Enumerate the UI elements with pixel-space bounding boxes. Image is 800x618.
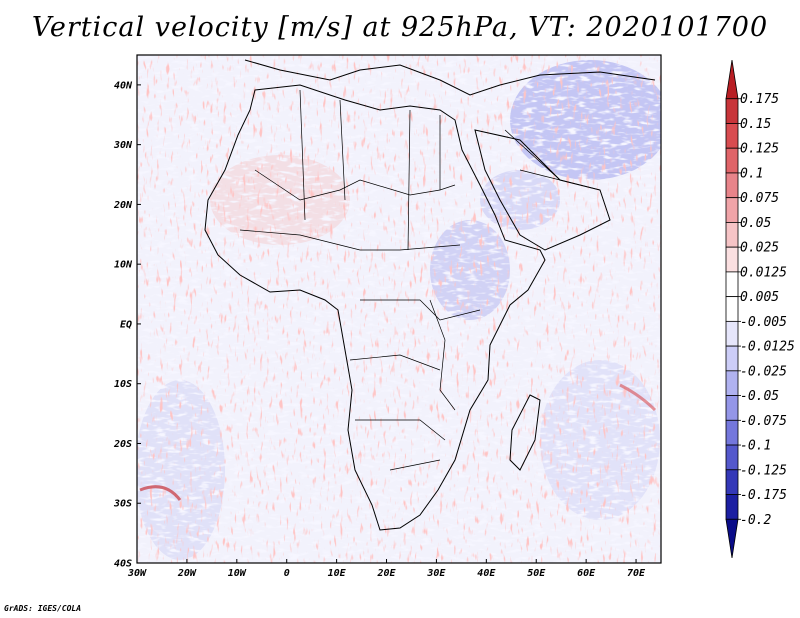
colorbar-swatch [725,271,739,298]
colorbar-arrow-bottom [725,518,739,559]
coastlines [204,59,656,531]
colorbar-label: 0.125 [740,142,779,157]
lat-tick-label: 30S [113,499,132,510]
colorbar-swatch [725,494,739,520]
latitude-axis: 40N 30N 20N 10N EQ 10S 20S 30S 40S [113,80,141,570]
colorbar: 0.175 0.15 0.125 0.1 0.075 0.05 0.025 0.0125 0.0… [725,59,795,559]
grads-credit: GrADS: IGES/COLA [4,604,82,613]
colorbar-label: 0.005 [740,290,779,305]
lat-tick-label: 40S [114,559,132,570]
colorbar-swatch [725,147,739,174]
colorbar-label: 0.025 [740,241,779,256]
lat-tick-label: 30N [113,140,133,151]
colorbar-swatch [725,469,739,495]
colorbar-swatch [725,123,739,149]
map-title: Vertical velocity [m/s] at 925hPa, VT: 2… [31,12,769,43]
lat-tick-label: 40N [114,80,133,91]
madagascar-outline [509,394,541,471]
lat-tick-label: 20N [113,200,133,211]
colorbar-arrow-top [725,59,739,100]
country-borders [239,89,601,471]
lon-tick-label: 30W [127,568,147,579]
colorbar-label: -0.125 [740,463,787,478]
lat-tick-label: EQ [120,319,132,330]
lon-tick-label: 30E [426,568,446,579]
lon-tick-label: 50E [527,568,546,579]
colorbar-swatch [725,98,739,124]
colorbar-swatch [725,395,739,421]
colorbar-label: 0.1 [740,166,763,181]
colorbar-swatch [725,246,739,273]
colorbar-swatch [725,444,739,471]
africa-outline [204,84,546,531]
colorbar-swatch [725,197,739,223]
lon-tick-label: 0 [284,568,290,579]
lon-tick-label: 10W [228,568,247,579]
lat-tick-label: 10S [114,379,132,390]
colorbar-label: 0.05 [740,216,771,231]
colorbar-swatch [725,222,739,248]
arabia-outline [474,129,611,251]
colorbar-swatch [725,419,739,446]
colorbar-label: -0.05 [740,389,779,404]
colorbar-label: -0.0125 [740,340,795,355]
colorbar-swatch [725,370,739,396]
colorbar-label: 0.175 [740,92,779,107]
colorbar-label: -0.005 [740,315,787,330]
colorbar-swatch [725,172,739,199]
colorbar-label: -0.2 [740,513,771,528]
colorbar-label: -0.175 [740,488,787,503]
colorbar-label: 0.075 [740,191,779,206]
colorbar-swatch [725,345,739,372]
europe-outline [244,59,656,96]
lon-tick-label: 70E [627,568,646,579]
lon-tick-label: 40E [477,568,496,579]
lon-tick-label: 20W [177,568,197,579]
colorbar-label: -0.025 [740,364,787,379]
colorbar-swatch [725,296,739,322]
longitude-axis: 30W 20W 10W 0 10E 20E 30E 40E 50E 60E 70E [127,559,646,579]
lon-tick-label: 20E [376,568,396,579]
velocity-field [137,55,661,563]
colorbar-label: 0.15 [740,117,771,132]
lat-tick-label: 20S [113,439,132,450]
colorbar-swatch [725,320,739,347]
colorbar-label: 0.0125 [740,265,787,280]
colorbar-label: -0.1 [740,439,771,454]
lon-tick-label: 60E [577,568,596,579]
lon-tick-label: 10E [328,568,347,579]
lat-tick-label: 10N [114,260,133,271]
colorbar-label: -0.075 [740,414,787,429]
plot-frame [136,54,662,564]
